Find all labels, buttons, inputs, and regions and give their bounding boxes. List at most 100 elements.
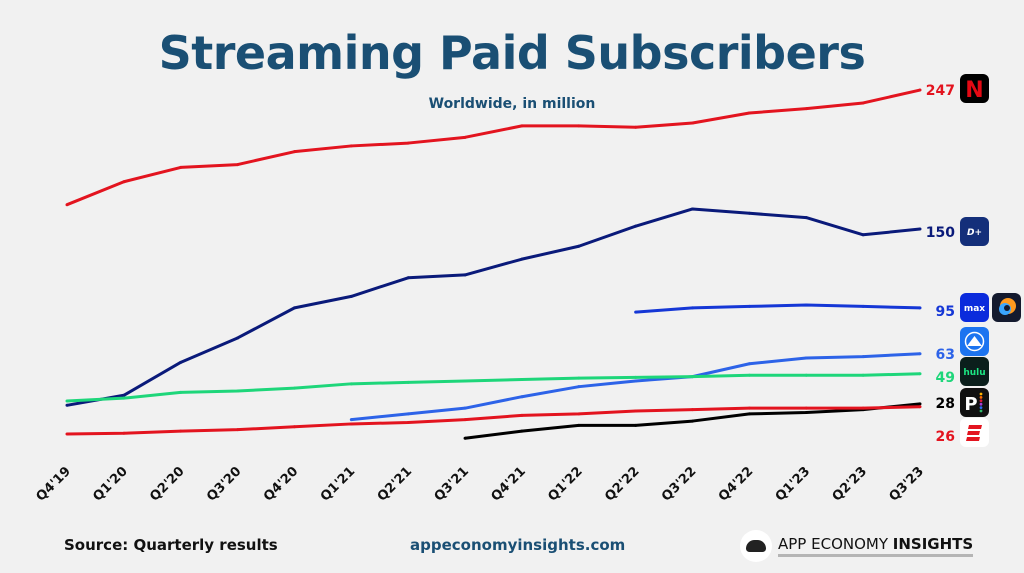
data-point-disney xyxy=(918,227,922,231)
data-point-netflix xyxy=(918,88,922,92)
data-point-peacock xyxy=(747,412,751,416)
data-point-paramount xyxy=(634,379,638,383)
data-point-netflix xyxy=(577,124,581,128)
data-point-netflix xyxy=(520,124,524,128)
data-point-hulu xyxy=(236,389,240,393)
data-point-disney xyxy=(122,393,126,397)
data-point-hulu xyxy=(65,399,69,403)
netflix-logo-icon: N xyxy=(960,74,989,103)
x-tick-label: Q3'23 xyxy=(887,464,927,504)
data-point-espn xyxy=(463,418,467,422)
data-point-netflix xyxy=(747,111,751,115)
website-link[interactable]: appeconomyinsights.com xyxy=(410,536,626,554)
x-tick-label: Q4'19 xyxy=(34,464,74,504)
data-point-peacock xyxy=(918,402,922,406)
data-point-netflix xyxy=(634,125,638,129)
data-point-disney xyxy=(463,273,467,277)
series-line-disney xyxy=(66,207,921,407)
source-note: Source: Quarterly results xyxy=(64,536,278,554)
peacock-logo-icon: P xyxy=(960,388,989,417)
end-label-espn: 26 xyxy=(936,429,955,445)
svg-text:hulu: hulu xyxy=(963,368,985,378)
data-point-espn xyxy=(179,429,183,433)
data-point-paramount xyxy=(861,355,865,359)
data-point-disney xyxy=(577,244,581,248)
data-point-hulu xyxy=(292,386,296,390)
series-line-netflix xyxy=(66,88,921,207)
paramount-plus-logo-icon xyxy=(960,327,989,356)
data-point-netflix xyxy=(406,141,410,145)
data-point-hulu xyxy=(691,375,695,379)
data-point-disney xyxy=(349,294,353,298)
series-line-hulu xyxy=(66,372,921,403)
data-point-hulu xyxy=(804,373,808,377)
data-point-hulu xyxy=(577,376,581,380)
data-point-espn xyxy=(691,408,695,412)
x-tick-label: Q2'20 xyxy=(147,464,187,504)
data-point-paramount xyxy=(406,412,410,416)
data-point-max-discovery xyxy=(861,304,865,308)
data-point-paramount xyxy=(918,352,922,356)
data-point-espn xyxy=(292,425,296,429)
max-logo-icon: max xyxy=(960,293,989,322)
chart-title: Streaming Paid Subscribers xyxy=(158,26,866,80)
espn-plus-logo-icon xyxy=(960,418,989,447)
chart-subtitle: Worldwide, in million xyxy=(428,96,596,112)
x-tick-label: Q2'21 xyxy=(375,464,415,504)
data-point-netflix xyxy=(463,135,467,139)
data-point-espn xyxy=(918,405,922,409)
data-point-peacock xyxy=(577,423,581,427)
data-point-espn xyxy=(520,413,524,417)
data-point-disney xyxy=(861,233,865,237)
data-point-espn xyxy=(804,406,808,410)
data-point-max-discovery xyxy=(634,310,638,314)
end-label-hulu: 49 xyxy=(936,370,955,386)
data-point-max-discovery xyxy=(918,306,922,310)
data-point-hulu xyxy=(918,372,922,376)
data-point-netflix xyxy=(691,121,695,125)
data-point-netflix xyxy=(236,163,240,167)
data-point-espn xyxy=(406,421,410,425)
data-point-netflix xyxy=(179,165,183,169)
x-tick-label: Q1'22 xyxy=(545,464,585,504)
discovery-plus-logo-icon xyxy=(992,293,1021,322)
data-point-paramount xyxy=(577,385,581,389)
data-point-peacock xyxy=(463,436,467,440)
data-point-disney xyxy=(634,224,638,228)
x-tick-label: Q3'22 xyxy=(659,464,699,504)
x-tick-label: Q2'23 xyxy=(830,464,870,504)
data-point-disney xyxy=(520,257,524,261)
data-point-netflix xyxy=(349,144,353,148)
end-label-max-discovery: 95 xyxy=(936,304,955,320)
brand-name-bold: INSIGHTS xyxy=(892,535,974,553)
disney-plus-logo-icon: D+ xyxy=(960,217,989,246)
data-point-espn xyxy=(236,428,240,432)
data-point-peacock xyxy=(634,423,638,427)
data-point-netflix xyxy=(292,150,296,154)
data-point-disney xyxy=(65,403,69,407)
x-tick-label: Q4'22 xyxy=(716,464,756,504)
data-point-max-discovery xyxy=(747,304,751,308)
data-point-paramount xyxy=(520,395,524,399)
x-tick-label: Q3'20 xyxy=(204,464,244,504)
data-point-hulu xyxy=(406,380,410,384)
data-point-paramount xyxy=(463,406,467,410)
data-point-disney xyxy=(691,207,695,211)
data-point-disney xyxy=(236,336,240,340)
data-point-espn xyxy=(349,422,353,426)
data-point-disney xyxy=(804,216,808,220)
data-point-espn xyxy=(122,431,126,435)
x-tick-label: Q1'23 xyxy=(773,464,813,504)
brand-logo-block: APP ECONOMY INSIGHTS xyxy=(740,530,974,562)
data-point-disney xyxy=(747,211,751,215)
svg-text:P: P xyxy=(964,394,977,415)
data-point-peacock xyxy=(804,410,808,414)
data-point-peacock xyxy=(691,419,695,423)
car-icon xyxy=(740,530,772,562)
end-label-netflix: 247 xyxy=(926,83,955,99)
end-label-paramount: 63 xyxy=(936,347,955,363)
data-point-hulu xyxy=(179,390,183,394)
svg-text:N: N xyxy=(965,78,983,103)
data-point-espn xyxy=(747,406,751,410)
line-chart: Q4'19 Q1'20 Q2'20 Q3'20 Q4'20 Q1'21 Q2'21 Q3'21… xyxy=(34,74,1021,505)
